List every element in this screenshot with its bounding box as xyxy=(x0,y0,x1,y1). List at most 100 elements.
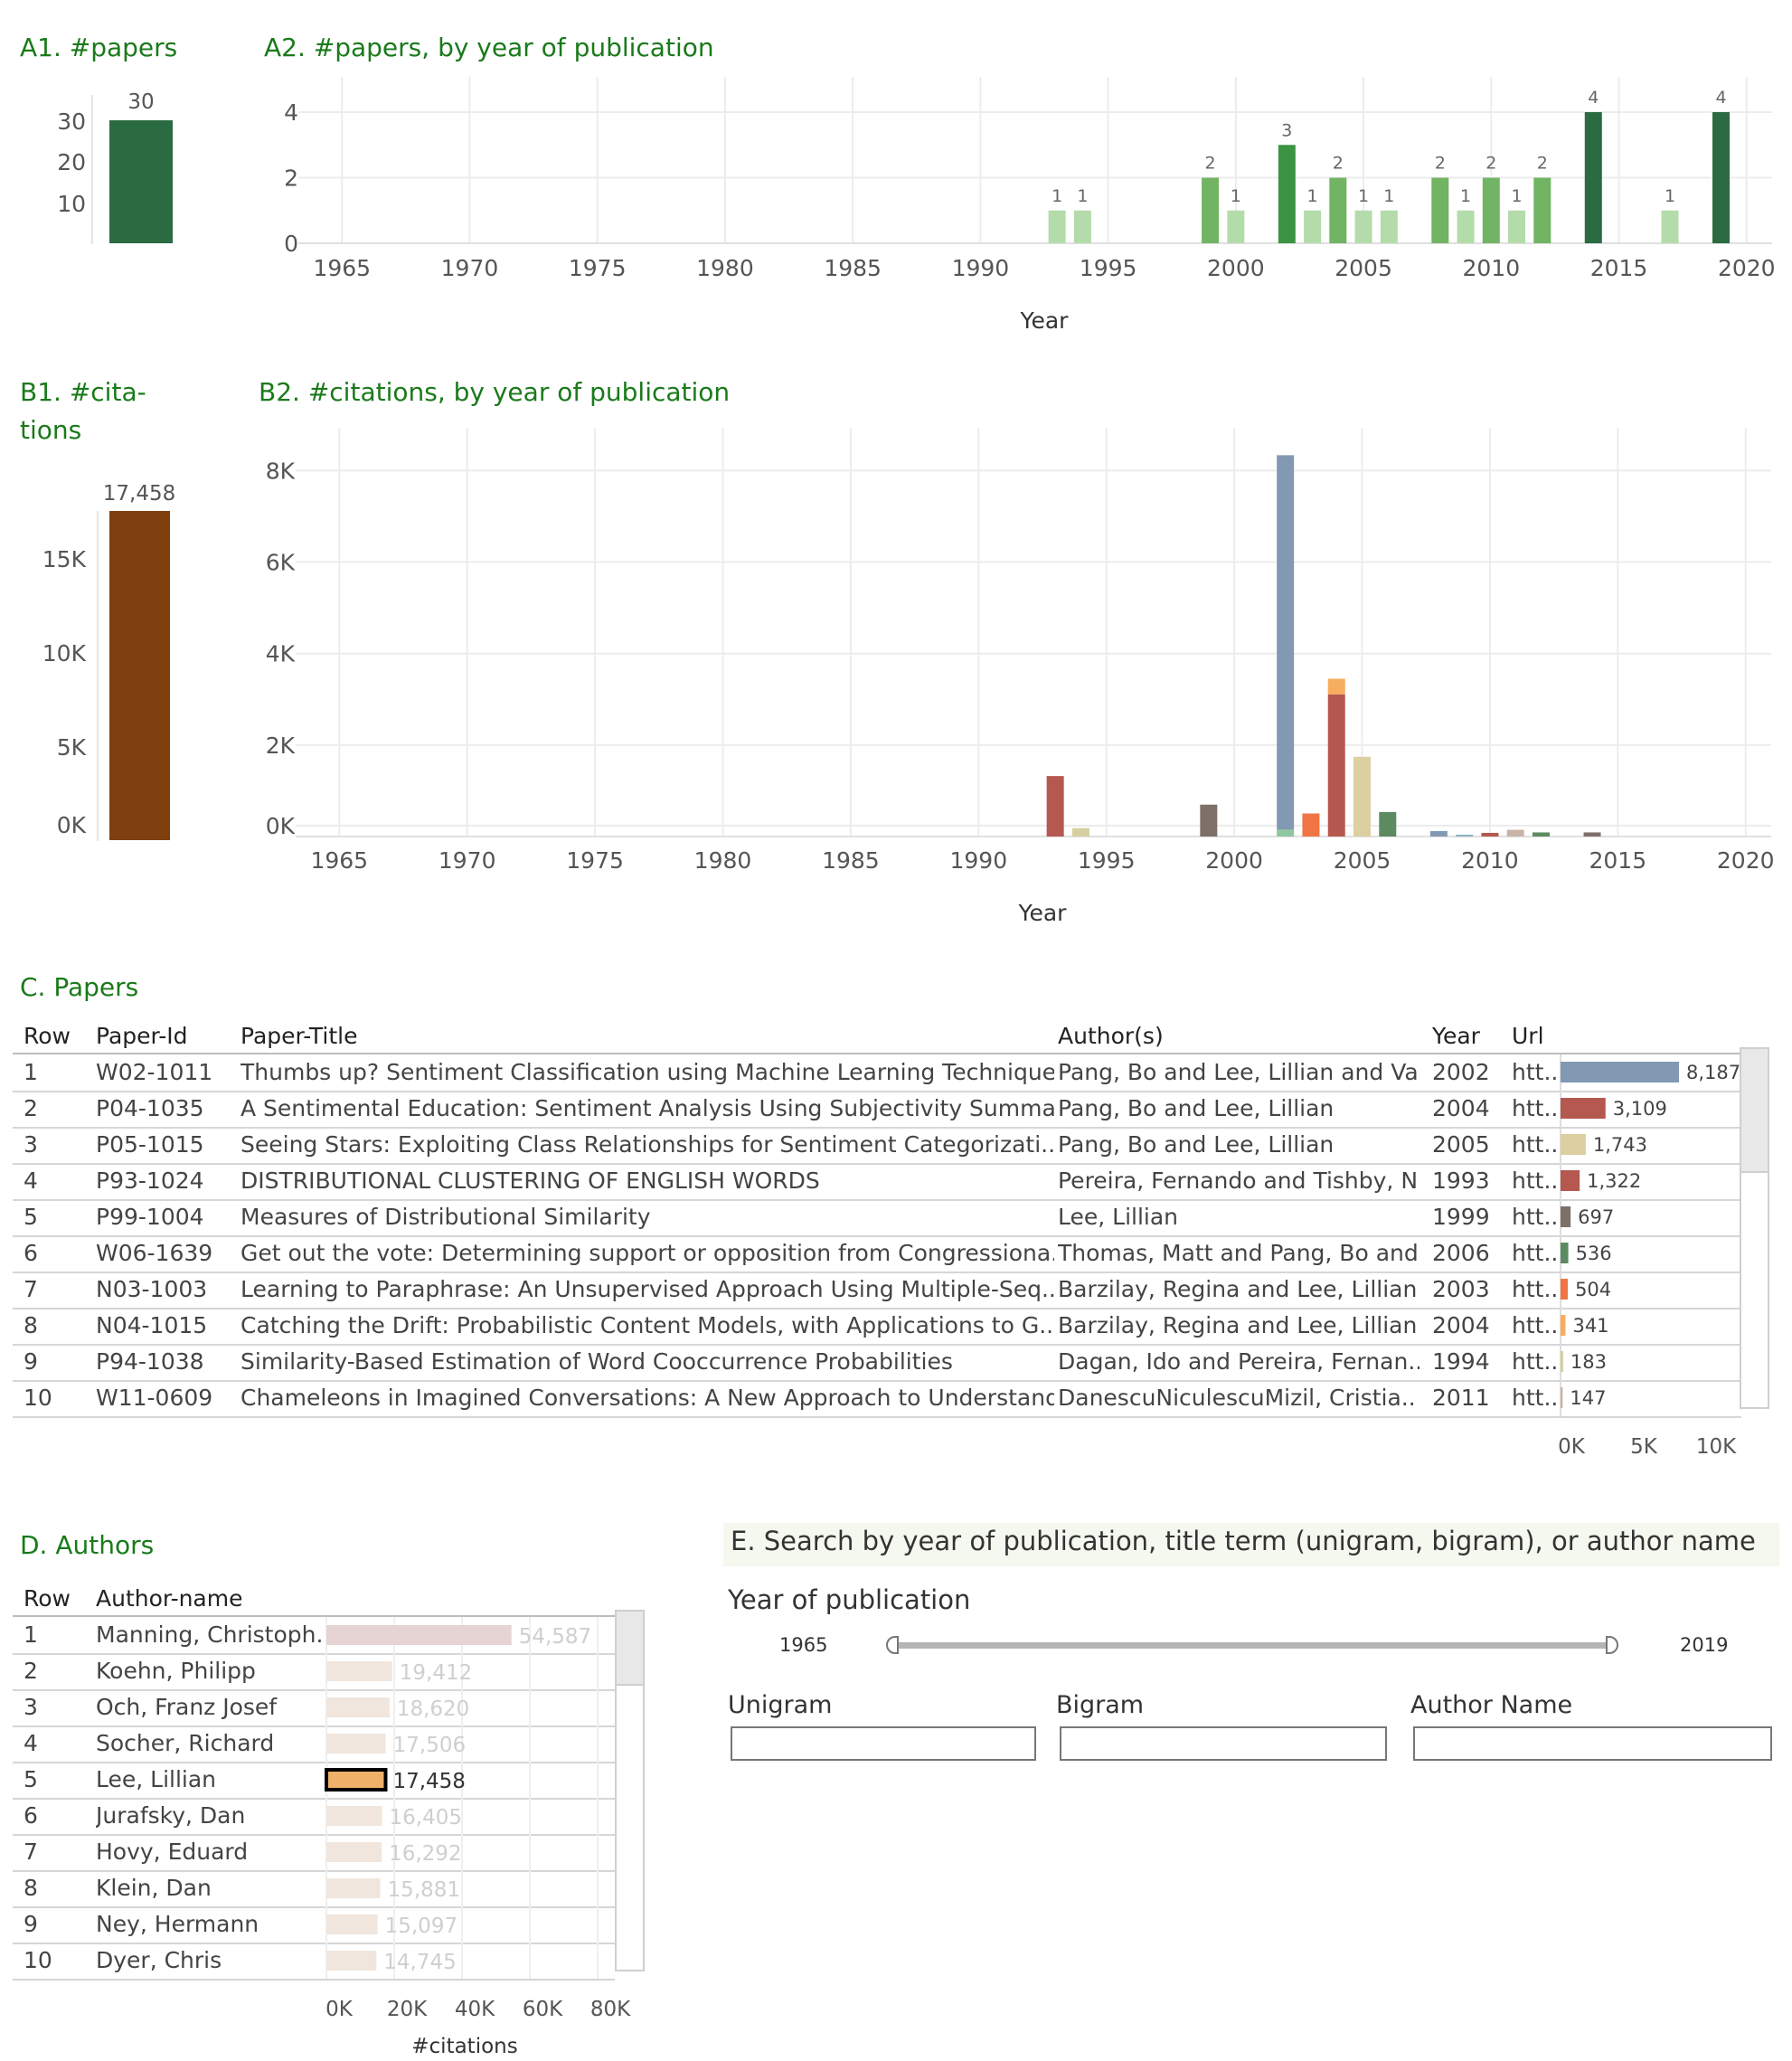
a2-bar[interactable] xyxy=(1482,177,1500,244)
year-range-track[interactable] xyxy=(893,1642,1611,1649)
a2-bar[interactable] xyxy=(1329,177,1347,244)
authors-table-row[interactable]: 1 Manning, Christoph.. xyxy=(13,1617,615,1655)
author-name-input[interactable] xyxy=(1413,1726,1772,1761)
authors-citation-bar[interactable] xyxy=(326,1734,386,1754)
a2-bar[interactable] xyxy=(1712,112,1731,243)
a2-bar[interactable] xyxy=(1202,177,1220,244)
b2-bar-segment[interactable] xyxy=(1327,678,1345,695)
b2-bar-segment[interactable] xyxy=(1456,834,1474,837)
authors-citation-bar[interactable] xyxy=(326,1951,377,1971)
authors-table-row[interactable]: 4 Socher, Richard xyxy=(13,1725,615,1763)
b2-bar-segment[interactable] xyxy=(1071,827,1089,837)
papers-cell-url[interactable]: htt.. xyxy=(1512,1131,1559,1158)
b2-bar-segment[interactable] xyxy=(1583,832,1601,837)
papers-table-row[interactable]: 9 P94-1038 Similarity-Based Estimation of … xyxy=(13,1344,1741,1382)
papers-cell-url[interactable]: htt.. xyxy=(1512,1348,1559,1375)
a1-bar[interactable] xyxy=(109,120,173,243)
a2-bar-label: 2 xyxy=(1537,154,1548,174)
a2-bar[interactable] xyxy=(1533,177,1551,244)
papers-scrollbar[interactable] xyxy=(1740,1047,1769,1409)
a2-bar[interactable] xyxy=(1227,210,1245,243)
b2-bar-segment[interactable] xyxy=(1200,804,1218,837)
b2-bar-segment[interactable] xyxy=(1506,829,1524,837)
authors-table-row[interactable]: 9 Ney, Hermann xyxy=(13,1906,615,1944)
a2-bar[interactable] xyxy=(1304,210,1322,243)
authors-citation-bar[interactable] xyxy=(326,1697,390,1717)
b1-bar[interactable] xyxy=(109,511,170,840)
papers-citation-bar[interactable] xyxy=(1561,1387,1563,1408)
a2-bar[interactable] xyxy=(1380,210,1398,243)
authors-scrollbar-thumb[interactable] xyxy=(617,1612,643,1686)
papers-cell-url[interactable]: htt.. xyxy=(1512,1240,1559,1266)
a2-bar[interactable] xyxy=(1457,210,1475,243)
b2-bar-segment[interactable] xyxy=(1429,830,1448,837)
papers-scrollbar-thumb[interactable] xyxy=(1741,1049,1768,1173)
year-range-min-handle[interactable] xyxy=(886,1636,899,1654)
b2-bar-segment[interactable] xyxy=(1277,829,1295,837)
a2-bar[interactable] xyxy=(1508,210,1526,243)
a2-bar[interactable] xyxy=(1048,210,1066,243)
authors-citation-bar[interactable] xyxy=(326,1878,381,1898)
unigram-input[interactable] xyxy=(731,1726,1036,1761)
papers-citation-bar[interactable] xyxy=(1561,1134,1586,1155)
papers-citation-bar[interactable] xyxy=(1561,1170,1580,1191)
a2-bar[interactable] xyxy=(1661,210,1679,243)
bigram-input[interactable] xyxy=(1060,1726,1387,1761)
papers-cell-url[interactable]: htt.. xyxy=(1512,1276,1559,1302)
papers-table-row[interactable]: 2 P04-1035 A Sentimental Education: Sentim… xyxy=(13,1091,1741,1129)
authors-citation-bar[interactable] xyxy=(326,1661,392,1681)
year-range-slider[interactable] xyxy=(886,1632,1618,1659)
papers-cell-title: Measures of Distributional Similarity xyxy=(241,1204,651,1230)
papers-table-row[interactable]: 6 W06-1639 Get out the vote: Determining s… xyxy=(13,1235,1741,1273)
authors-citation-bar-selected[interactable] xyxy=(325,1768,388,1792)
authors-table-row[interactable]: 7 Hovy, Eduard xyxy=(13,1834,615,1872)
authors-table-row[interactable]: 2 Koehn, Philipp xyxy=(13,1653,615,1691)
b2-bar-segment[interactable] xyxy=(1532,832,1550,837)
papers-table-row[interactable]: 5 P99-1004 Measures of Distributional Simi… xyxy=(13,1199,1741,1237)
a2-bar[interactable] xyxy=(1073,210,1091,243)
authors-table-row[interactable]: 6 Jurafsky, Dan xyxy=(13,1798,615,1836)
year-range-max-handle[interactable] xyxy=(1606,1636,1618,1654)
authors-citation-bar[interactable] xyxy=(326,1625,512,1645)
papers-cell-url[interactable]: htt.. xyxy=(1512,1095,1559,1121)
papers-table-row[interactable]: 4 P93-1024 DISTRIBUTIONAL CLUSTERING OF EN… xyxy=(13,1163,1741,1201)
a2-bar[interactable] xyxy=(1278,145,1296,243)
a2-bar[interactable] xyxy=(1354,210,1372,243)
b2-bar-segment[interactable] xyxy=(1277,455,1295,830)
b2-bar-segment[interactable] xyxy=(1302,813,1320,837)
authors-citation-bar[interactable] xyxy=(326,1806,382,1826)
papers-cell-url[interactable]: htt.. xyxy=(1512,1204,1559,1230)
papers-citation-bar[interactable] xyxy=(1561,1315,1566,1336)
papers-citation-bar[interactable] xyxy=(1561,1243,1569,1263)
authors-scrollbar[interactable] xyxy=(615,1610,645,1971)
b1-chart: 15K 10K 5K 0K 17,458 xyxy=(42,482,175,841)
papers-table-row[interactable]: 3 P05-1015 Seeing Stars: Exploiting Class … xyxy=(13,1127,1741,1165)
papers-citation-bar[interactable] xyxy=(1561,1206,1571,1227)
a2-bar[interactable] xyxy=(1431,177,1449,244)
authors-cell-name: Lee, Lillian xyxy=(96,1766,217,1792)
authors-table-row[interactable]: 10 Dyer, Chris xyxy=(13,1943,615,1981)
authors-table-row[interactable]: 8 Klein, Dan xyxy=(13,1870,615,1908)
authors-citation-bar[interactable] xyxy=(326,1842,382,1862)
b2-bar-segment[interactable] xyxy=(1353,756,1372,837)
authors-table-row[interactable]: 5 Lee, Lillian xyxy=(13,1762,615,1800)
papers-citation-bar[interactable] xyxy=(1561,1279,1569,1300)
papers-citation-bar[interactable] xyxy=(1561,1351,1563,1372)
papers-citation-bar[interactable] xyxy=(1561,1062,1679,1082)
papers-citation-bar[interactable] xyxy=(1561,1098,1606,1119)
a2-bar[interactable] xyxy=(1584,112,1602,243)
papers-cell-url[interactable]: htt.. xyxy=(1512,1059,1559,1085)
papers-table-row[interactable]: 7 N03-1003 Learning to Paraphrase: An Unsu… xyxy=(13,1272,1741,1309)
b2-bar-segment[interactable] xyxy=(1481,832,1499,837)
papers-table-row[interactable]: 1 W02-1011 Thumbs up? Sentiment Classifica… xyxy=(13,1054,1741,1092)
b2-bar-segment[interactable] xyxy=(1046,776,1064,837)
papers-cell-url[interactable]: htt.. xyxy=(1512,1168,1559,1194)
papers-table-row[interactable]: 8 N04-1015 Catching the Drift: Probabilist… xyxy=(13,1308,1741,1346)
papers-cell-url[interactable]: htt.. xyxy=(1512,1385,1559,1411)
authors-citation-bar[interactable] xyxy=(326,1914,378,1934)
b2-bar-segment[interactable] xyxy=(1379,811,1397,837)
papers-table-row[interactable]: 10 W11-0609 Chameleons in Imagined Convers… xyxy=(13,1380,1741,1418)
authors-table-row[interactable]: 3 Och, Franz Josef xyxy=(13,1689,615,1727)
papers-cell-url[interactable]: htt.. xyxy=(1512,1312,1559,1338)
b2-bar-segment[interactable] xyxy=(1327,694,1345,837)
